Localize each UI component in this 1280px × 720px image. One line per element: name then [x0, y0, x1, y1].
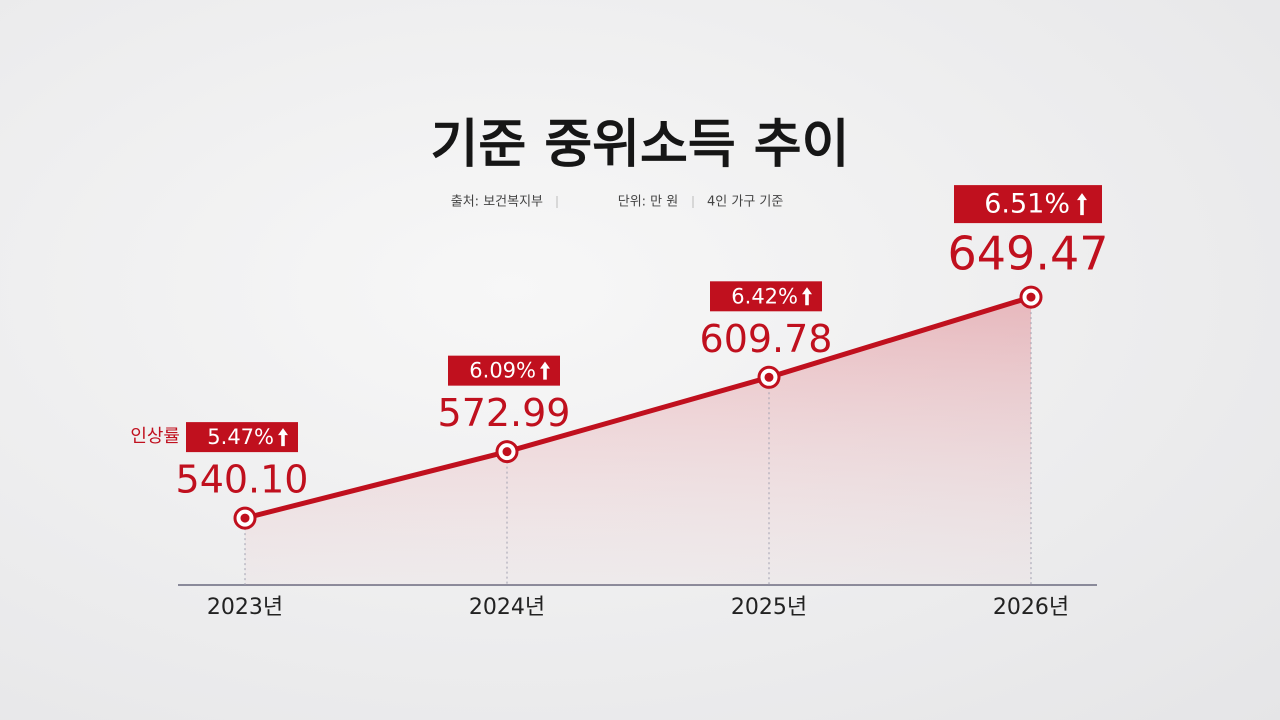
rate-arrow: [278, 428, 288, 447]
point-dot: [764, 372, 774, 382]
rate-arrow: [540, 361, 550, 380]
rate-label: 5.47%: [207, 425, 274, 449]
rate-box: [448, 355, 560, 386]
value-label: 540.10: [176, 458, 309, 502]
rate-label: 6.09%: [469, 359, 536, 383]
x-tick-label: 2026년: [993, 595, 1069, 620]
point-dot: [1026, 292, 1036, 302]
rate-arrow: [1077, 193, 1087, 216]
value-label: 572.99: [438, 391, 571, 435]
point-dot: [502, 447, 512, 457]
line: [244, 294, 1032, 521]
rate-arrow: [802, 287, 812, 306]
rate-box: [710, 281, 822, 312]
value-label: 649.47: [948, 227, 1109, 281]
x-tick-label: 2023년: [207, 595, 283, 620]
area: [245, 297, 1031, 585]
rate-box: [954, 185, 1102, 224]
rate-box: [186, 422, 298, 453]
point-dot: [240, 513, 250, 523]
rate-name: 인상률: [130, 426, 180, 447]
chart-title: 기준 중위소득 추이: [431, 115, 850, 175]
note: 단위: 만 원: [618, 195, 679, 210]
note: 4인 가구 기준: [707, 195, 783, 210]
x-tick-label: 2024년: [469, 595, 545, 620]
rate-label: 6.42%: [731, 284, 798, 308]
x-tick-label: 2025년: [731, 595, 807, 620]
value-label: 609.78: [700, 317, 833, 361]
note: 출처: 보건복지부: [451, 195, 543, 210]
rate-label: 6.51%: [984, 189, 1070, 220]
